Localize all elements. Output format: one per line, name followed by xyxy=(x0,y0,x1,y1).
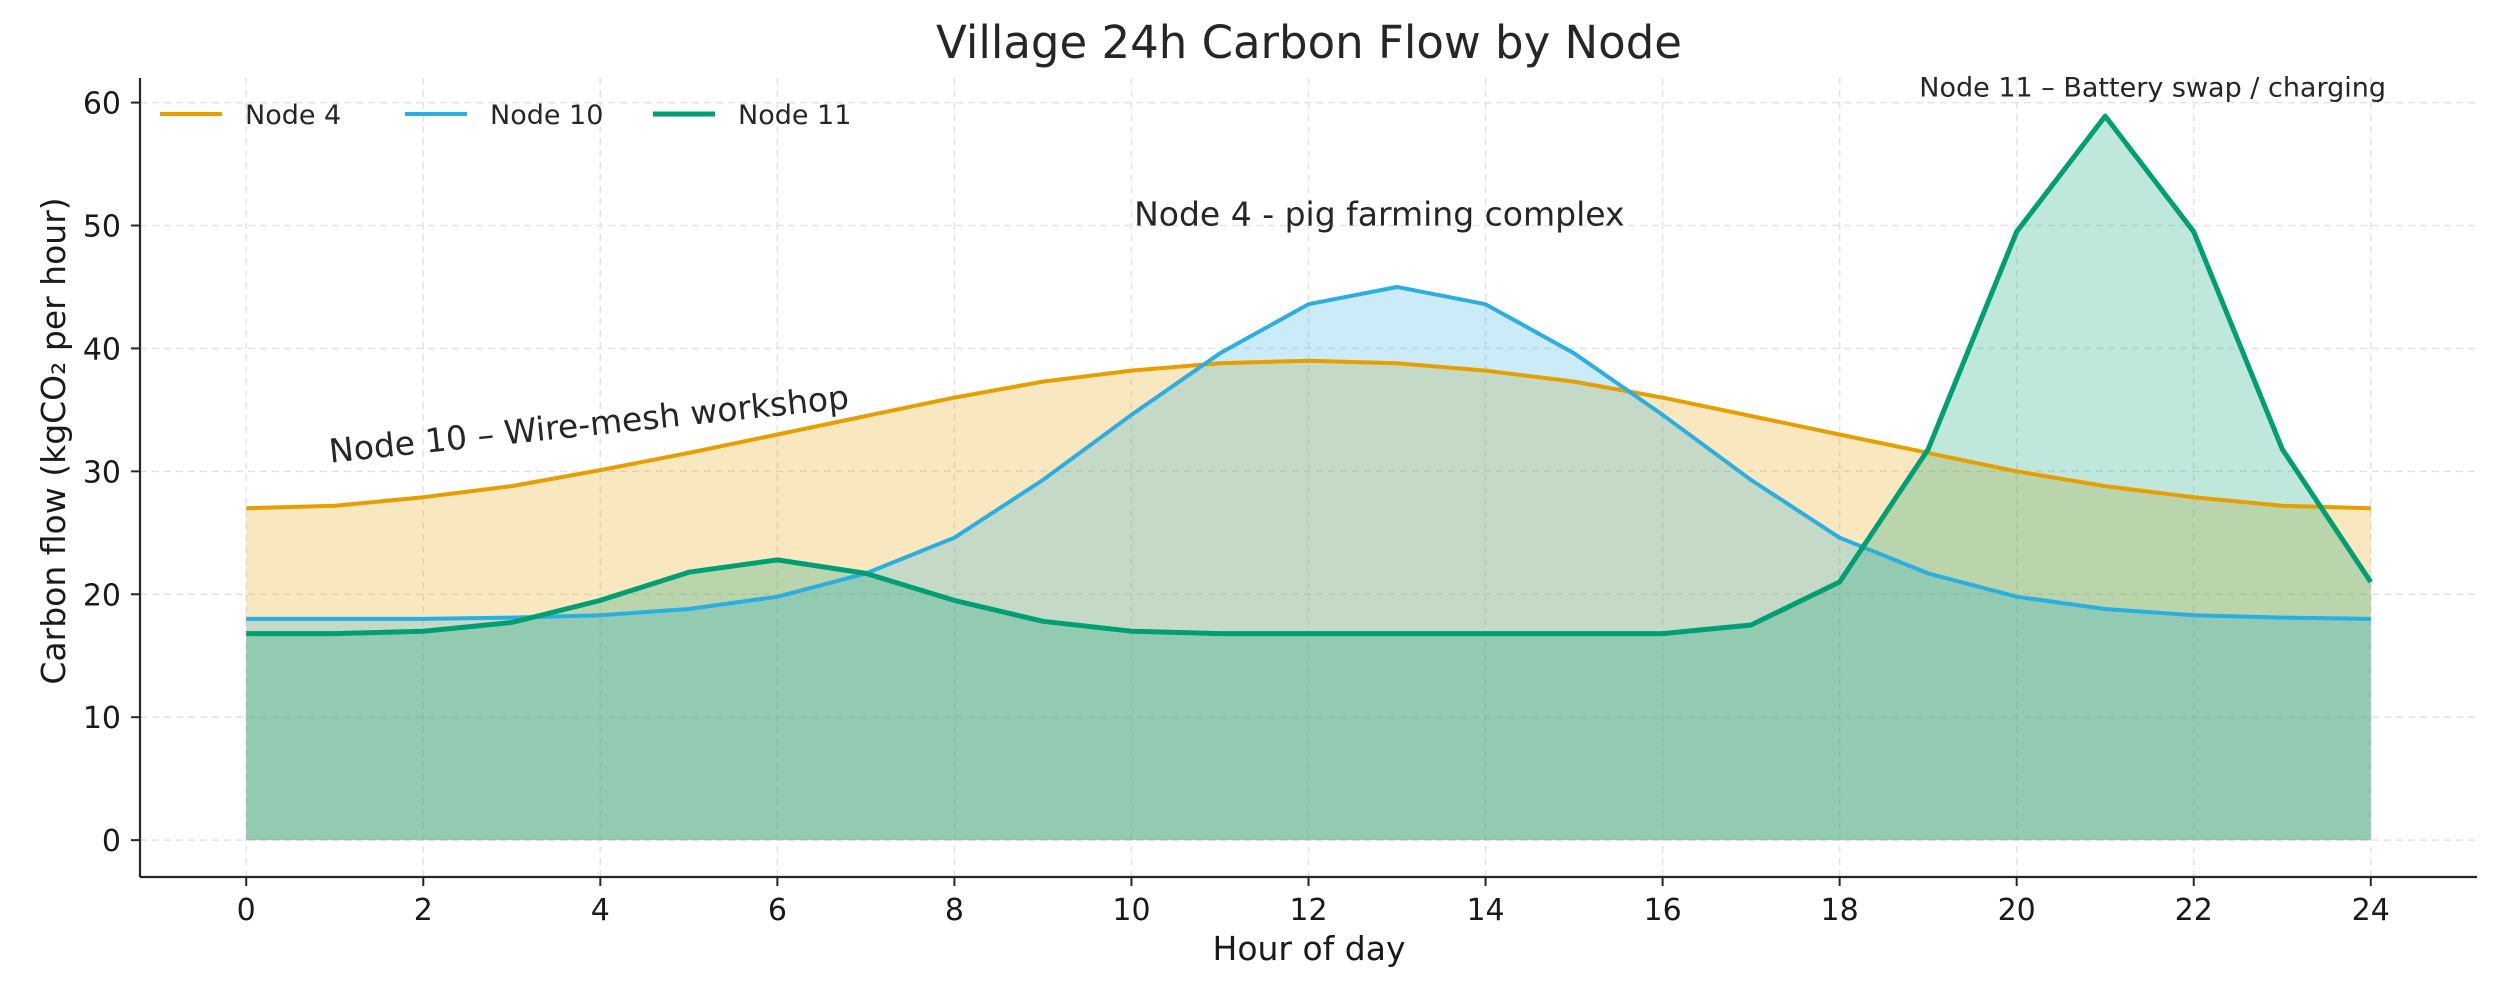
x-tick-label: 4 xyxy=(591,893,610,928)
y-tick-label: 10 xyxy=(83,701,121,736)
x-tick-label: 20 xyxy=(1998,893,2036,928)
x-tick-label: 8 xyxy=(945,893,964,928)
area-series-1 xyxy=(246,360,2371,841)
x-axis-ticks: 0 2 4 6 8 10 12 14 16 18 20 22 24 xyxy=(237,877,2390,928)
x-tick-label: 22 xyxy=(2175,893,2213,928)
x-axis-label: Hour of day xyxy=(1213,929,1406,968)
y-tick-label: 30 xyxy=(83,455,121,490)
y-axis-label: Carbon flow (kgCO₂ per hour) xyxy=(34,197,73,684)
series-lines xyxy=(246,113,2373,637)
y-tick-label: 40 xyxy=(83,332,121,367)
legend: Node 4 Node 10 Node 11 xyxy=(160,100,851,131)
x-tick-label: 16 xyxy=(1643,893,1681,928)
series-areas xyxy=(246,116,2371,841)
grid-lines xyxy=(140,78,2477,877)
legend-label-3: Node 11 xyxy=(738,100,851,131)
y-tick-label: 20 xyxy=(83,578,121,613)
annotation-1: Node 4 - pig farming complex xyxy=(1134,195,1624,234)
y-axis-ticks: 0 10 20 30 40 50 60 xyxy=(83,87,140,859)
line-series-3 xyxy=(246,113,2373,637)
x-tick-label: 18 xyxy=(1821,893,1859,928)
legend-label-1: Node 4 xyxy=(245,100,341,131)
x-tick-label: 0 xyxy=(237,893,256,928)
legend-label-2: Node 10 xyxy=(490,100,603,131)
area-series-2 xyxy=(246,287,2371,841)
area-series-3 xyxy=(246,116,2371,841)
x-tick-label: 10 xyxy=(1112,893,1150,928)
y-tick-label: 0 xyxy=(102,824,121,859)
y-tick-label: 50 xyxy=(83,210,121,245)
chart-title: Village 24h Carbon Flow by Node xyxy=(936,16,1682,69)
x-tick-label: 12 xyxy=(1289,893,1327,928)
y-tick-label: 60 xyxy=(83,87,121,122)
line-series-2 xyxy=(246,285,2371,621)
x-tick-label: 6 xyxy=(768,893,787,928)
x-tick-label: 2 xyxy=(414,893,433,928)
annotation-3: Node 11 – Battery swap / charging xyxy=(1919,72,2386,103)
line-series-1 xyxy=(246,358,2371,511)
x-tick-label: 24 xyxy=(2352,893,2390,928)
x-tick-label: 14 xyxy=(1466,893,1504,928)
